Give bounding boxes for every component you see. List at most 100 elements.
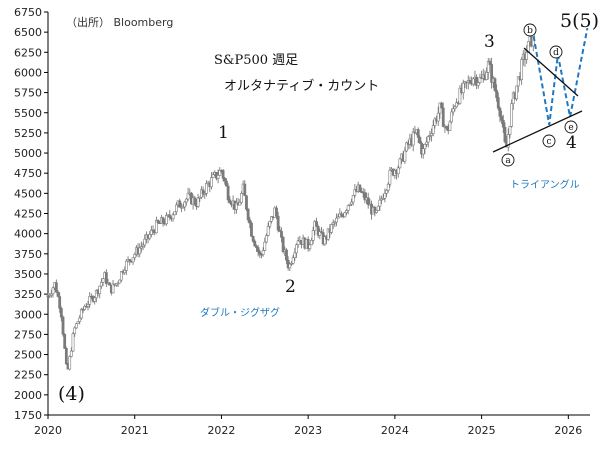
candle-body bbox=[281, 237, 285, 252]
triangle-point-label: a bbox=[505, 156, 511, 166]
wave-label: 1 bbox=[218, 123, 229, 143]
candle-body bbox=[261, 250, 265, 255]
candle-body bbox=[503, 126, 507, 143]
candle-body bbox=[119, 271, 123, 281]
candle-body bbox=[290, 263, 293, 265]
triangle-point-label: b bbox=[527, 26, 533, 36]
candle-body bbox=[403, 150, 407, 162]
candle-body bbox=[81, 309, 85, 311]
candle-body bbox=[358, 184, 362, 192]
source-label: （出所） Bloomberg bbox=[66, 15, 173, 29]
candle-body bbox=[216, 175, 220, 179]
candle-body bbox=[83, 306, 87, 310]
candle-body bbox=[426, 136, 430, 143]
triangle-upper-line bbox=[523, 47, 579, 97]
candle-body bbox=[451, 108, 455, 113]
candle-body bbox=[428, 135, 432, 137]
candle-body bbox=[485, 72, 489, 80]
y-tick-label: 2750 bbox=[14, 328, 42, 341]
candle-body bbox=[498, 107, 502, 117]
candle-body bbox=[186, 192, 190, 200]
x-tick-label: 2022 bbox=[207, 424, 235, 437]
candle-body bbox=[73, 327, 77, 335]
candle-body bbox=[104, 272, 108, 284]
candle-body bbox=[396, 167, 400, 174]
candle-body bbox=[330, 224, 333, 233]
candle-body bbox=[131, 257, 135, 263]
candle-body bbox=[101, 278, 105, 283]
candle-body bbox=[263, 241, 267, 251]
candle-body bbox=[156, 219, 160, 224]
candle-body bbox=[323, 236, 327, 245]
wave-label: 3 bbox=[484, 32, 495, 52]
candle-body bbox=[243, 183, 247, 197]
candle-body bbox=[333, 221, 337, 224]
y-tick-label: 3000 bbox=[14, 308, 42, 321]
candle-body bbox=[69, 350, 73, 357]
candle-body bbox=[88, 296, 92, 305]
candle-body bbox=[58, 296, 62, 309]
candlestick-series bbox=[46, 26, 535, 371]
candle-body bbox=[161, 217, 165, 224]
candle-body bbox=[165, 215, 168, 225]
candle-body bbox=[250, 222, 253, 237]
candle-body bbox=[320, 231, 323, 233]
y-tick-label: 4000 bbox=[14, 228, 42, 241]
candle-body bbox=[461, 82, 465, 93]
candle-body bbox=[310, 240, 313, 246]
candle-body bbox=[86, 304, 90, 307]
candle-body bbox=[181, 206, 185, 209]
candle-body bbox=[378, 199, 382, 207]
candle-body bbox=[173, 211, 177, 216]
candle-body bbox=[381, 198, 385, 200]
wave-label: (4) bbox=[58, 383, 85, 405]
candle-body bbox=[363, 192, 367, 201]
triangle-point-marker bbox=[549, 45, 563, 59]
candle-body bbox=[311, 230, 315, 241]
candle-body bbox=[138, 247, 142, 255]
candle-body bbox=[445, 126, 448, 129]
candle-body bbox=[453, 106, 457, 110]
candle-body bbox=[306, 238, 310, 249]
x-tick-label: 2025 bbox=[468, 424, 496, 437]
candle-body bbox=[336, 216, 340, 219]
candle-body bbox=[496, 97, 500, 109]
candle-body bbox=[345, 210, 348, 213]
candle-body bbox=[78, 317, 82, 322]
candle-body bbox=[373, 207, 377, 213]
candle-body bbox=[515, 85, 519, 100]
candle-body bbox=[268, 221, 272, 227]
candle-body bbox=[455, 102, 458, 108]
x-tick-label: 2023 bbox=[294, 424, 322, 437]
triangle-lower-line bbox=[492, 110, 583, 153]
candle-body bbox=[405, 142, 408, 152]
candle-body bbox=[441, 107, 445, 127]
candle-body bbox=[376, 205, 380, 211]
candle-body bbox=[205, 183, 208, 194]
candle-body bbox=[248, 219, 252, 224]
candle-body bbox=[210, 177, 213, 188]
candle-body bbox=[436, 112, 440, 122]
y-tick-label: 6500 bbox=[14, 26, 42, 39]
candle-body bbox=[51, 287, 55, 295]
candle-body bbox=[493, 78, 497, 91]
candle-body bbox=[411, 131, 415, 146]
candle-body bbox=[430, 133, 433, 136]
candle-body bbox=[331, 222, 335, 225]
candle-body bbox=[353, 189, 357, 196]
candle-body bbox=[350, 201, 353, 205]
triangle-point-label: e bbox=[568, 123, 573, 133]
candle-body bbox=[343, 212, 347, 218]
candle-body bbox=[155, 219, 158, 234]
candle-body bbox=[84, 306, 88, 308]
candle-body bbox=[141, 244, 145, 247]
candle-body bbox=[93, 297, 97, 302]
candle-body bbox=[520, 59, 524, 80]
candle-body bbox=[151, 229, 155, 232]
x-tick-label: 2026 bbox=[554, 424, 582, 437]
y-tick-label: 4750 bbox=[14, 167, 42, 180]
y-tick-label: 3750 bbox=[14, 248, 42, 261]
y-tick-label: 4250 bbox=[14, 208, 42, 221]
candle-body bbox=[425, 141, 428, 145]
candle-body bbox=[68, 356, 72, 370]
